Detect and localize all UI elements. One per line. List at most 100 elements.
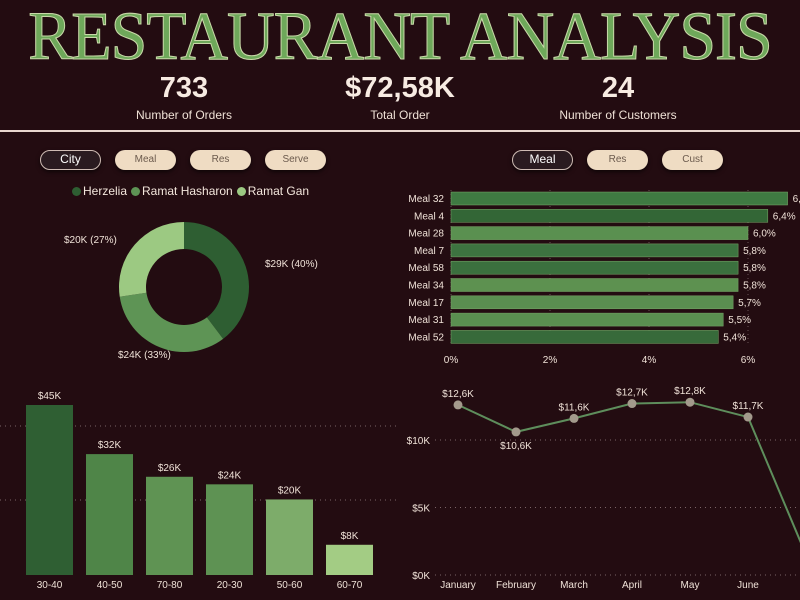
age-bar	[266, 499, 313, 575]
y-tick-label: $5K	[412, 504, 430, 515]
filter-res-button-right[interactable]: Res	[587, 150, 648, 170]
x-tick-label: 30-40	[37, 580, 63, 591]
meal-label: Meal 4	[414, 211, 444, 222]
meal-bar	[450, 312, 724, 327]
legend-label: Herzelia	[83, 184, 128, 198]
donut-data-label: $24K (33%)	[118, 350, 171, 361]
x-tick-label: May	[681, 580, 700, 591]
line-point	[685, 397, 695, 407]
meal-value-label: 5,7%	[738, 298, 761, 309]
donut-slice-ramat-gan	[118, 222, 184, 297]
legend-label: Ramat Hasharon	[142, 184, 233, 198]
line-data-label: $11,6K	[559, 402, 590, 413]
meal-value-label: 6,	[793, 194, 800, 205]
filter-cust-button-right[interactable]: Cust	[662, 150, 723, 170]
x-tick-label: April	[622, 580, 642, 591]
meal-label: Meal 34	[408, 281, 444, 292]
meal-bar	[450, 278, 739, 292]
donut-data-label: $20K (27%)	[64, 235, 117, 246]
y-tick-label: $10K	[407, 436, 431, 447]
x-tick-label: March	[560, 580, 588, 591]
x-tick-label: June	[737, 580, 759, 591]
line-point	[569, 413, 579, 423]
meal-value-label: 5,4%	[723, 332, 746, 343]
meal-bar	[450, 330, 719, 344]
meal-value-label: 5,8%	[743, 263, 766, 274]
meal-label: Meal 28	[408, 229, 444, 240]
age-bar	[146, 476, 193, 575]
kpi-label: Number of Orders	[135, 108, 233, 122]
meal-value-label: 5,8%	[743, 281, 766, 292]
kpi-total-order: $72,58K Total Order	[300, 70, 500, 122]
filter-res-button[interactable]: Res	[190, 150, 251, 170]
bar-data-label: $8K	[341, 531, 359, 542]
meal-bar	[450, 209, 769, 223]
x-tick-label: January	[440, 580, 476, 591]
x-tick-label: 4%	[642, 355, 657, 366]
legend-label: Ramat Gan	[247, 184, 310, 198]
line-point	[453, 400, 463, 410]
meal-value-label: 6,4%	[773, 211, 796, 222]
dashboard-title: RESTAURANT ANALYSIS	[28, 0, 773, 75]
filter-meal-button-right[interactable]: Meal	[512, 150, 573, 170]
age-bar	[26, 405, 73, 575]
legend-item[interactable]: Ramat Gan	[236, 184, 310, 198]
kpi-customers: 24 Number of Customers	[518, 70, 718, 122]
legend-item[interactable]: Ramat Hasharon	[131, 184, 233, 198]
line-point	[743, 412, 753, 422]
meal-label: Meal 32	[408, 194, 444, 205]
meal-label: Meal 52	[408, 332, 444, 343]
age-bar	[86, 454, 133, 575]
line-data-label: $12,6K	[442, 389, 474, 400]
line-point	[511, 427, 521, 437]
bar-data-label: $32K	[98, 440, 122, 451]
age-bar	[326, 544, 373, 575]
meal-value-label: 5,8%	[743, 246, 766, 257]
meal-label: Meal 58	[408, 263, 444, 274]
divider	[0, 130, 800, 132]
meal-value-label: 6,0%	[753, 229, 776, 240]
x-tick-label: February	[496, 580, 536, 591]
kpi-value: 24	[601, 72, 635, 104]
line-data-label: $12,7K	[616, 388, 648, 399]
meal-label: Meal 31	[408, 315, 444, 326]
x-tick-label: 2%	[543, 355, 558, 366]
donut-data-label: $29K (40%)	[265, 259, 318, 270]
line-point	[627, 399, 637, 409]
x-tick-label: 70-80	[157, 580, 183, 591]
monthly-line	[457, 401, 800, 544]
bar-data-label: $20K	[278, 485, 302, 496]
meal-value-label: 5,5%	[728, 315, 751, 326]
meal-bar	[450, 260, 739, 275]
meal-label: Meal 7	[414, 246, 444, 257]
line-data-label: $10,6K	[500, 441, 532, 452]
meal-bar	[450, 191, 788, 206]
x-tick-label: 0%	[444, 355, 459, 366]
legend-item[interactable]: Herzelia	[72, 184, 127, 198]
donut-slice-herzelia	[184, 222, 249, 339]
line-data-label: $12,8K	[674, 386, 706, 397]
filter-serve-button[interactable]: Serve	[265, 150, 326, 170]
meal-bar	[450, 226, 749, 240]
x-tick-label: 20-30	[217, 580, 243, 591]
kpi-value: $72,58K	[345, 72, 455, 104]
kpi-value: 733	[159, 72, 209, 104]
kpi-label: Total Order	[370, 108, 430, 122]
x-tick-label: 50-60	[277, 580, 303, 591]
donut-legend: Herzelia Ramat Hasharon Ramat Gan	[72, 184, 309, 198]
donut-slice-ramat-hasharon	[119, 292, 224, 352]
bar-data-label: $45K	[38, 391, 62, 402]
kpi-orders: 733 Number of Orders	[84, 70, 284, 122]
filter-city-button[interactable]: City	[40, 150, 101, 170]
x-tick-label: 40-50	[97, 580, 123, 591]
meal-bar	[450, 243, 739, 258]
bar-data-label: $26K	[158, 463, 182, 474]
meal-label: Meal 17	[408, 298, 444, 309]
x-tick-label: 60-70	[337, 580, 363, 591]
kpi-label: Number of Customers	[559, 108, 677, 122]
filter-meal-button[interactable]: Meal	[115, 150, 176, 170]
age-bar	[206, 484, 253, 575]
line-data-label: $11,7K	[733, 401, 764, 412]
x-tick-label: 6%	[741, 355, 756, 366]
